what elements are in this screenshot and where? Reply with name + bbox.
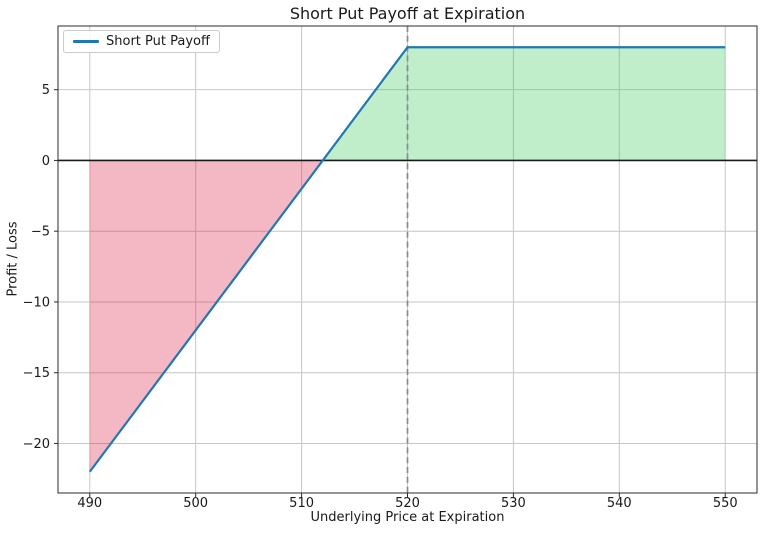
legend-label: Short Put Payoff <box>106 34 210 49</box>
x-tick-label: 540 <box>607 496 632 511</box>
y-tick-label: −10 <box>23 295 50 310</box>
y-tick-label: −15 <box>23 366 50 381</box>
x-tick-label: 520 <box>395 496 420 511</box>
x-tick-label: 500 <box>183 496 208 511</box>
y-tick-label: −5 <box>31 225 50 240</box>
y-axis-label: Profit / Loss <box>5 221 21 297</box>
x-tick-label: 550 <box>713 496 738 511</box>
legend: Short Put Payoff <box>63 30 220 53</box>
x-tick-label: 510 <box>289 496 314 511</box>
x-tick-label: 530 <box>501 496 526 511</box>
legend-line-sample <box>73 40 99 43</box>
x-tick-label: 490 <box>77 496 102 511</box>
profit-region <box>322 47 726 161</box>
payoff-line <box>88 46 726 473</box>
x-axis-label: Underlying Price at Expiration <box>310 510 505 525</box>
y-tick-label: −20 <box>23 437 50 452</box>
chart-title: Short Put Payoff at Expiration <box>289 4 526 23</box>
y-tick-label: 0 <box>42 154 50 169</box>
y-tick-label: 5 <box>42 83 50 98</box>
